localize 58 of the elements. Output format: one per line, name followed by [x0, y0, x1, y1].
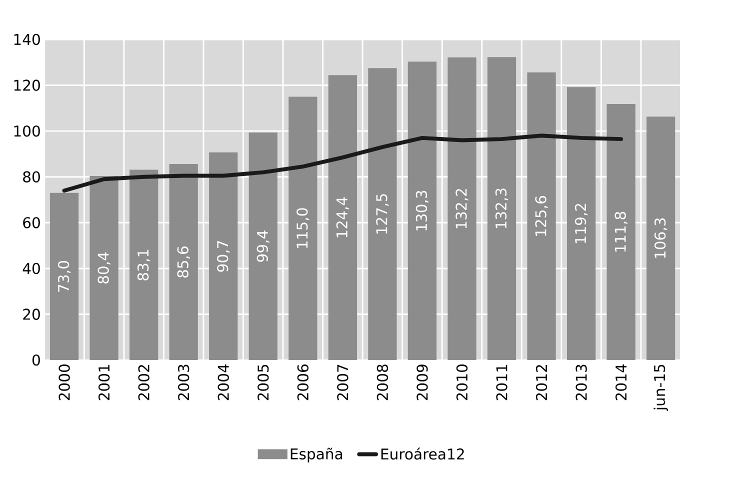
y-tick-label: 0 [32, 354, 40, 366]
data-label: 125,6 [535, 196, 548, 236]
bar [288, 96, 318, 360]
data-label: 90,7 [217, 240, 230, 272]
data-label: 99,4 [256, 230, 270, 262]
x-tick-label: 2013 [576, 364, 587, 400]
x-tick-label: 2002 [138, 364, 150, 400]
x-tick-label: 2004 [218, 364, 229, 400]
bar [130, 170, 158, 360]
bar [566, 86, 596, 360]
x-tick-label: 2012 [536, 364, 548, 400]
bar [368, 68, 397, 360]
y-tick-label: 80 [23, 171, 40, 182]
x-tick-label: 2008 [376, 364, 388, 400]
x-tick-label: 2001 [98, 364, 110, 400]
x-tick-label: 2010 [456, 364, 468, 400]
x-tick-label: 2014 [615, 364, 627, 400]
data-label: 127,5 [376, 194, 389, 234]
data-label: 115,0 [296, 208, 310, 248]
data-label: 83,1 [137, 250, 150, 280]
y-tick-label: 120 [14, 80, 40, 91]
x-tick-label: 2003 [178, 364, 190, 400]
data-label: 119,2 [574, 204, 588, 243]
y-tick-label: 140 [14, 34, 40, 45]
x-tick-label: 2007 [337, 364, 348, 400]
bar [90, 176, 118, 360]
bar [209, 152, 238, 360]
y-tick-label: 40 [22, 262, 40, 274]
data-label: 106,3 [654, 218, 668, 258]
bar [646, 116, 676, 360]
bar [328, 75, 357, 360]
data-label: 85,6 [177, 246, 190, 278]
data-label: 73,0 [58, 260, 71, 292]
bar [50, 192, 79, 360]
data-label: 124,4 [336, 197, 350, 238]
bar [527, 72, 556, 360]
x-tick-label: 2009 [416, 364, 428, 400]
data-label: 130,3 [416, 190, 429, 230]
x-tick-label: 2000 [58, 364, 70, 400]
y-tick-label: 20 [23, 308, 40, 320]
x-tick-label: 2011 [496, 364, 508, 400]
bar [408, 62, 437, 360]
legend-label: Euroárea12 [381, 447, 464, 460]
data-label: 111,8 [614, 212, 628, 252]
bar [448, 57, 476, 360]
data-label: 132,3 [495, 188, 508, 228]
y-tick-label: 100 [14, 125, 40, 137]
data-label: 80,4 [98, 252, 110, 284]
bar [487, 56, 516, 360]
bar [169, 164, 198, 360]
bar [248, 132, 278, 360]
y-tick-label: 60 [23, 216, 40, 228]
x-tick-label: 2005 [258, 364, 269, 400]
x-tick-label: 2006 [297, 364, 309, 400]
data-label: 132,2 [456, 188, 468, 228]
legend-label: España [290, 448, 342, 462]
x-tick-label: jun-15 [654, 364, 668, 411]
bar [606, 104, 636, 360]
